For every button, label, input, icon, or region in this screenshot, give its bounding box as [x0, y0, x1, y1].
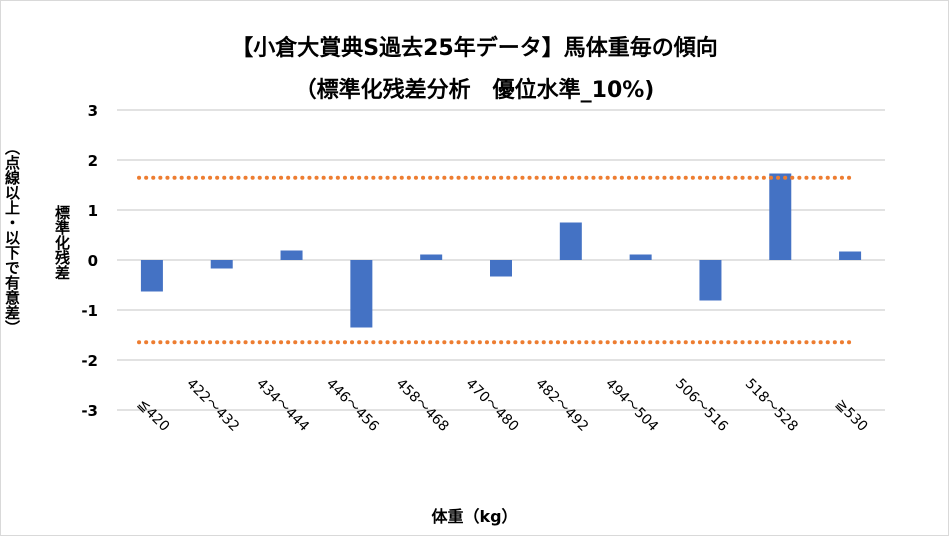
x-axis-title: 体重（kg） — [431, 507, 518, 526]
bar — [490, 260, 512, 277]
x-tick-label: 506～516 — [672, 376, 731, 435]
x-tick-label: 446～456 — [323, 376, 382, 435]
y-tick-label: -3 — [81, 402, 98, 420]
x-tick-label: 518～528 — [742, 376, 801, 435]
y-tick-label: -1 — [81, 302, 98, 320]
x-tick-label: 482～492 — [532, 376, 591, 435]
bar — [420, 254, 443, 260]
bar — [559, 222, 582, 260]
x-tick-label: 494～504 — [602, 376, 661, 435]
x-tick-label: 422～432 — [183, 376, 242, 435]
chart-subtitle: （標準化残差分析 優位水準_10%) — [294, 78, 655, 103]
bar — [699, 260, 722, 301]
bar — [350, 260, 373, 328]
x-tick-label: 458～468 — [393, 376, 452, 435]
bar — [210, 260, 233, 269]
x-tick-label: ≧530 — [832, 396, 871, 435]
bar — [629, 254, 652, 260]
y-tick-label: -2 — [81, 352, 98, 370]
y-axis-note: （点線以上・以下で有意差） — [3, 140, 21, 335]
x-tick-label: 470～480 — [462, 376, 521, 435]
x-tick-label: ≦420 — [134, 396, 173, 435]
bar — [839, 251, 862, 260]
x-tick-label: 434～444 — [253, 376, 312, 435]
y-tick-label: 1 — [88, 202, 98, 220]
y-tick-label: 0 — [88, 252, 98, 270]
y-axis-title: 標準化残差 — [53, 205, 71, 280]
bar — [140, 260, 163, 292]
bar — [280, 250, 303, 260]
y-tick-label: 3 — [88, 102, 98, 120]
bar — [769, 173, 792, 260]
y-tick-label: 2 — [88, 152, 98, 170]
chart-title: 【小倉大賞典S過去25年データ】馬体重毎の傾向 — [231, 36, 718, 61]
